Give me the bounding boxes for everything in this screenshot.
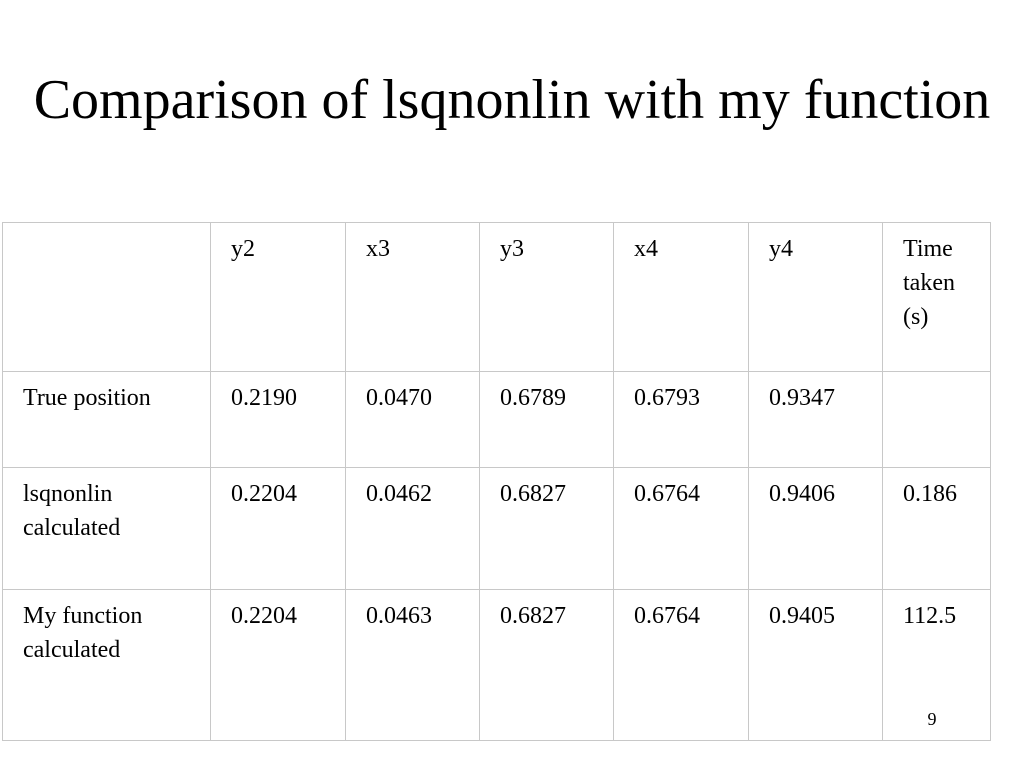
table-cell: 0.0463 [345, 589, 480, 741]
table-row: My function calculated 0.2204 0.0463 0.6… [2, 589, 991, 741]
table-cell: 0.6827 [479, 589, 614, 741]
table-cell: 0.186 [882, 467, 991, 590]
header-cell-y3: y3 [479, 222, 614, 372]
row-label: True position [2, 371, 211, 468]
row-label: My function calculated [2, 589, 211, 741]
table-cell: 0.2204 [210, 589, 346, 741]
table-cell: 112.5 [882, 589, 991, 741]
table-cell: 0.6764 [613, 467, 749, 590]
table-cell: 0.0462 [345, 467, 480, 590]
header-cell-empty [2, 222, 211, 372]
table-cell: 0.6789 [479, 371, 614, 468]
header-cell-time-taken: Time taken (s) [882, 222, 991, 372]
table-cell: 0.9405 [748, 589, 883, 741]
table-row: lsqnonlin calculated 0.2204 0.0462 0.682… [2, 467, 991, 590]
header-cell-y2: y2 [210, 222, 346, 372]
row-label: lsqnonlin calculated [2, 467, 211, 590]
page-number: 9 [927, 709, 937, 729]
table-cell: 0.9406 [748, 467, 883, 590]
table-cell: 0.2204 [210, 467, 346, 590]
table-cell: 0.9347 [748, 371, 883, 468]
table-cell: 0.6827 [479, 467, 614, 590]
slide-title: Comparison of lsqnonlin with my function [33, 69, 991, 131]
table-row: True position 0.2190 0.0470 0.6789 0.679… [2, 371, 991, 468]
table-cell: 0.6793 [613, 371, 749, 468]
table-header-row: y2 x3 y3 x4 y4 Time taken (s) [2, 222, 991, 372]
table-cell [882, 371, 991, 468]
table-cell: 0.6764 [613, 589, 749, 741]
table-cell: 0.0470 [345, 371, 480, 468]
header-cell-x4: x4 [613, 222, 749, 372]
header-cell-x3: x3 [345, 222, 480, 372]
comparison-table: y2 x3 y3 x4 y4 Time taken (s) True posit… [2, 222, 991, 741]
header-cell-y4: y4 [748, 222, 883, 372]
table-cell: 0.2190 [210, 371, 346, 468]
